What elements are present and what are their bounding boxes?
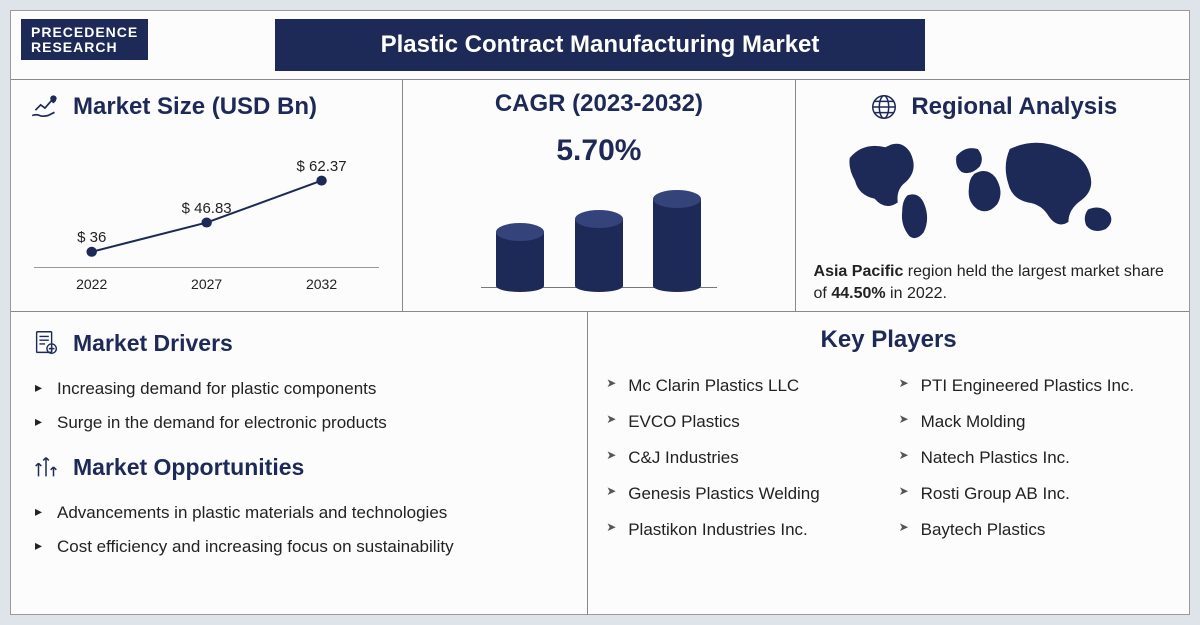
globe-icon: [867, 90, 901, 124]
regional-share: 44.50%: [831, 285, 885, 302]
infographic-container: PRECEDENCE RESEARCH Plastic Contract Man…: [10, 10, 1190, 615]
drivers-item-0: Increasing demand for plastic components: [35, 372, 569, 406]
regional-text: Asia Pacific region held the largest mar…: [814, 261, 1171, 304]
regional-region: Asia Pacific: [814, 263, 904, 280]
chart-value-2: $ 62.37: [297, 158, 347, 175]
key-players-columns: Mc Clarin Plastics LLC EVCO Plastics C&J…: [606, 368, 1171, 548]
regional-heading: Regional Analysis: [814, 90, 1171, 124]
opportunities-item-1: Cost efficiency and increasing focus on …: [35, 530, 569, 564]
key-players-col2: PTI Engineered Plastics Inc. Mack Moldin…: [899, 368, 1171, 548]
cagr-bar-0: [496, 232, 544, 287]
svg-text:$: $: [52, 97, 56, 104]
row-top: $ Market Size (USD Bn) $ 36 $ 46.83 $ 62…: [11, 79, 1189, 311]
drivers-list: Increasing demand for plastic components…: [35, 372, 569, 440]
panel-key-players: Key Players Mc Clarin Plastics LLC EVCO …: [588, 312, 1189, 615]
kp-item: PTI Engineered Plastics Inc.: [899, 368, 1171, 404]
key-players-heading-text: Key Players: [821, 326, 957, 354]
cagr-bar-2: [653, 199, 701, 287]
kp-item: Mack Molding: [899, 404, 1171, 440]
opportunities-heading: Market Opportunities: [29, 450, 569, 484]
document-gear-icon: [29, 326, 63, 360]
chart-tick-2: 2032: [306, 276, 337, 292]
kp-item: Baytech Plastics: [899, 512, 1171, 548]
row-bottom: Market Drivers Increasing demand for pla…: [11, 311, 1189, 615]
opportunities-item-0: Advancements in plastic materials and te…: [35, 496, 569, 530]
panel-regional: Regional Analysis Asia Pacific region he…: [796, 80, 1189, 311]
key-players-heading: Key Players: [606, 326, 1171, 354]
chart-value-0: $ 36: [77, 229, 106, 246]
cagr-bar-1: [575, 219, 623, 287]
world-map: [814, 130, 1171, 253]
panel-cagr: CAGR (2023-2032) 5.70%: [403, 80, 795, 311]
panel-drivers-opps: Market Drivers Increasing demand for pla…: [11, 312, 588, 615]
panel-market-size: $ Market Size (USD Bn) $ 36 $ 46.83 $ 62…: [11, 80, 403, 311]
kp-item: EVCO Plastics: [606, 404, 878, 440]
cagr-value: 5.70%: [421, 134, 776, 168]
kp-item: Genesis Plastics Welding: [606, 476, 878, 512]
regional-heading-text: Regional Analysis: [911, 93, 1117, 121]
drivers-item-1: Surge in the demand for electronic produ…: [35, 406, 569, 440]
cagr-heading-text: CAGR (2023-2032): [495, 90, 703, 118]
chart-tick-1: 2027: [191, 276, 222, 292]
kp-item: Mc Clarin Plastics LLC: [606, 368, 878, 404]
arrows-up-icon: [29, 450, 63, 484]
cagr-heading: CAGR (2023-2032): [421, 90, 776, 118]
opportunities-list: Advancements in plastic materials and te…: [35, 496, 569, 564]
growth-hand-icon: $: [29, 90, 63, 124]
chart-value-1: $ 46.83: [182, 200, 232, 217]
market-size-heading: $ Market Size (USD Bn): [29, 90, 384, 124]
drivers-heading-text: Market Drivers: [73, 330, 233, 357]
regional-suffix: in 2022.: [886, 285, 947, 302]
brand-line1: PRECEDENCE: [31, 25, 138, 40]
opportunities-heading-text: Market Opportunities: [73, 454, 304, 481]
cagr-bar-chart: [481, 178, 716, 288]
chart-tick-0: 2022: [76, 276, 107, 292]
kp-item: Rosti Group AB Inc.: [899, 476, 1171, 512]
market-size-chart: $ 36 $ 46.83 $ 62.37 2022 2027 2032: [29, 132, 384, 292]
drivers-heading: Market Drivers: [29, 326, 569, 360]
page-title: Plastic Contract Manufacturing Market: [275, 19, 925, 71]
brand-logo: PRECEDENCE RESEARCH: [21, 19, 148, 60]
kp-item: Plastikon Industries Inc.: [606, 512, 878, 548]
kp-item: C&J Industries: [606, 440, 878, 476]
key-players-col1: Mc Clarin Plastics LLC EVCO Plastics C&J…: [606, 368, 878, 548]
brand-line2: RESEARCH: [31, 40, 138, 55]
kp-item: Natech Plastics Inc.: [899, 440, 1171, 476]
market-size-heading-text: Market Size (USD Bn): [73, 93, 317, 121]
